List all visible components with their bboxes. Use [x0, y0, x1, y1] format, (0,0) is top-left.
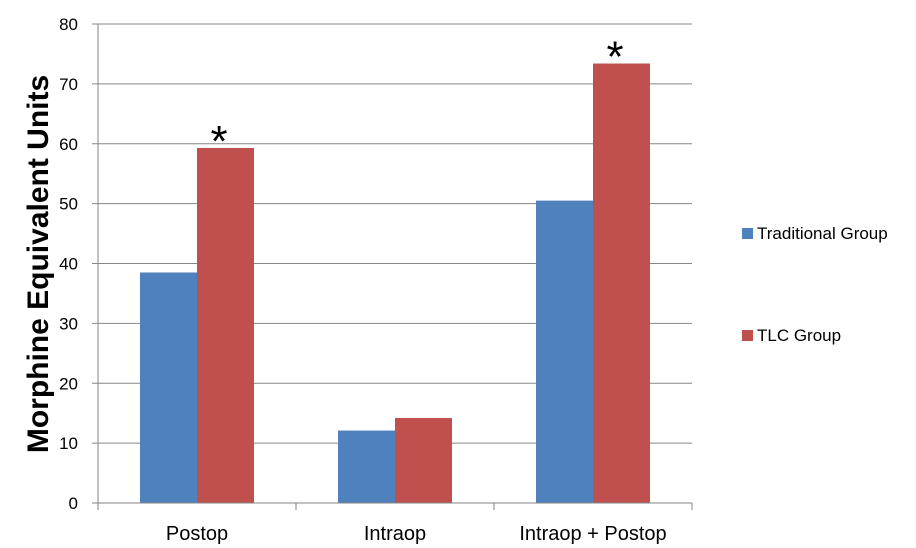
y-tick-labels: 0 10 20 30 40 50 60 70 80 — [59, 15, 78, 513]
legend-swatch — [742, 330, 753, 341]
legend-label: Traditional Group — [757, 224, 888, 243]
axes — [92, 23, 693, 510]
significance-asterisk: * — [606, 33, 623, 82]
legend: Traditional Group TLC Group — [742, 224, 888, 345]
legend-swatch — [742, 228, 753, 239]
bar-traditional-group-1 — [338, 430, 395, 503]
bar-traditional-group-2 — [536, 200, 593, 503]
x-category-label: Postop — [166, 523, 228, 545]
y-tick-label: 70 — [59, 75, 78, 94]
y-tick-label: 40 — [59, 255, 78, 274]
x-category-label: Intraop + Postop — [519, 523, 666, 545]
x-category-label: Intraop — [364, 523, 426, 545]
annotations: ** — [210, 33, 623, 166]
legend-label: TLC Group — [757, 326, 841, 345]
significance-asterisk: * — [210, 117, 227, 166]
y-tick-label: 30 — [59, 314, 78, 333]
bar-tlc-group-0 — [197, 147, 254, 503]
bars — [140, 63, 650, 504]
y-tick-label: 10 — [59, 434, 78, 453]
y-tick-label: 0 — [69, 494, 78, 513]
x-category-labels: Postop Intraop Intraop + Postop — [166, 523, 667, 545]
bar-tlc-group-2 — [593, 63, 650, 504]
y-tick-label: 60 — [59, 135, 78, 154]
y-tick-label: 20 — [59, 374, 78, 393]
y-tick-label: 80 — [59, 15, 78, 34]
y-axis-label: Morphine Equivalent Units — [22, 75, 55, 453]
bar-tlc-group-1 — [395, 417, 452, 503]
y-tick-label: 50 — [59, 195, 78, 214]
bar-traditional-group-0 — [140, 272, 197, 503]
